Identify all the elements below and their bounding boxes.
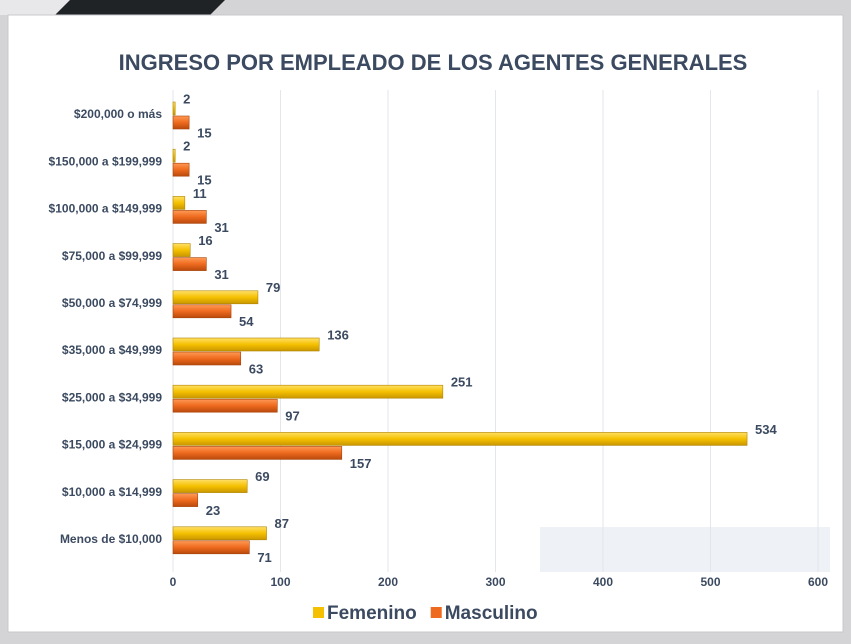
data-label: 54 [239,314,254,329]
y-tick-label: $35,000 a $49,999 [62,343,162,357]
data-label: 2 [183,139,190,154]
data-label: 15 [197,125,211,140]
y-tick-label: $75,000 a $99,999 [62,249,162,263]
legend-swatch [430,607,442,618]
data-label: 23 [206,503,220,518]
y-tick-label: Menos de $10,000 [60,532,162,546]
data-label: 31 [214,220,228,235]
bar [172,479,248,493]
y-tick-label: $150,000 a $199,999 [49,154,163,168]
y-tick-label: $100,000 a $149,999 [49,202,163,216]
y-tick-label: $10,000 a $14,999 [62,485,162,499]
bar [172,290,259,305]
x-tick-label: 300 [485,575,505,589]
x-tick-label: 400 [593,575,613,589]
bar [172,257,207,271]
legend-label: Femenino [327,603,417,624]
data-label: 251 [451,375,473,390]
decoration [540,527,830,572]
bar [172,101,176,116]
decoration [0,0,70,15]
bar [172,115,190,130]
data-label: 2 [183,91,190,106]
bar [172,446,343,460]
data-label: 157 [350,456,372,471]
data-label: 15 [197,173,211,188]
data-label: 31 [214,267,228,282]
decoration [55,0,225,15]
data-label: 69 [255,469,269,484]
data-label: 11 [193,186,207,201]
y-tick-label: $50,000 a $74,999 [62,296,162,310]
data-label: 97 [285,409,299,424]
x-tick-label: 600 [808,575,828,589]
bar [172,540,250,555]
bar [172,148,176,163]
y-tick-label: $15,000 a $24,999 [62,438,162,452]
bar [172,526,267,541]
bar [172,398,278,413]
x-tick-label: 0 [170,575,177,589]
data-label: 71 [257,550,271,565]
bar [172,304,232,319]
bar [172,243,191,257]
legend-label: Masculino [445,603,538,624]
bar [172,210,207,224]
x-tick-label: 500 [700,575,720,589]
legend-swatch [313,607,324,618]
bar [172,432,748,446]
data-label: 87 [275,516,289,531]
x-tick-label: 200 [378,575,398,589]
x-tick-label: 100 [270,575,290,589]
data-label: 16 [198,233,212,248]
bar [172,493,199,507]
data-label: 136 [327,327,349,342]
bar [172,337,320,352]
bar [172,162,190,177]
y-tick-label: $25,000 a $34,999 [62,390,162,404]
bar [172,351,242,366]
y-tick-label: $200,000 o más [74,107,162,121]
data-label: 534 [755,422,777,437]
bar [172,384,444,399]
chart-title: INGRESO POR EMPLEADO DE LOS AGENTES GENE… [119,50,748,75]
data-label: 63 [249,361,263,376]
data-label: 79 [266,280,280,295]
bar [172,196,186,210]
